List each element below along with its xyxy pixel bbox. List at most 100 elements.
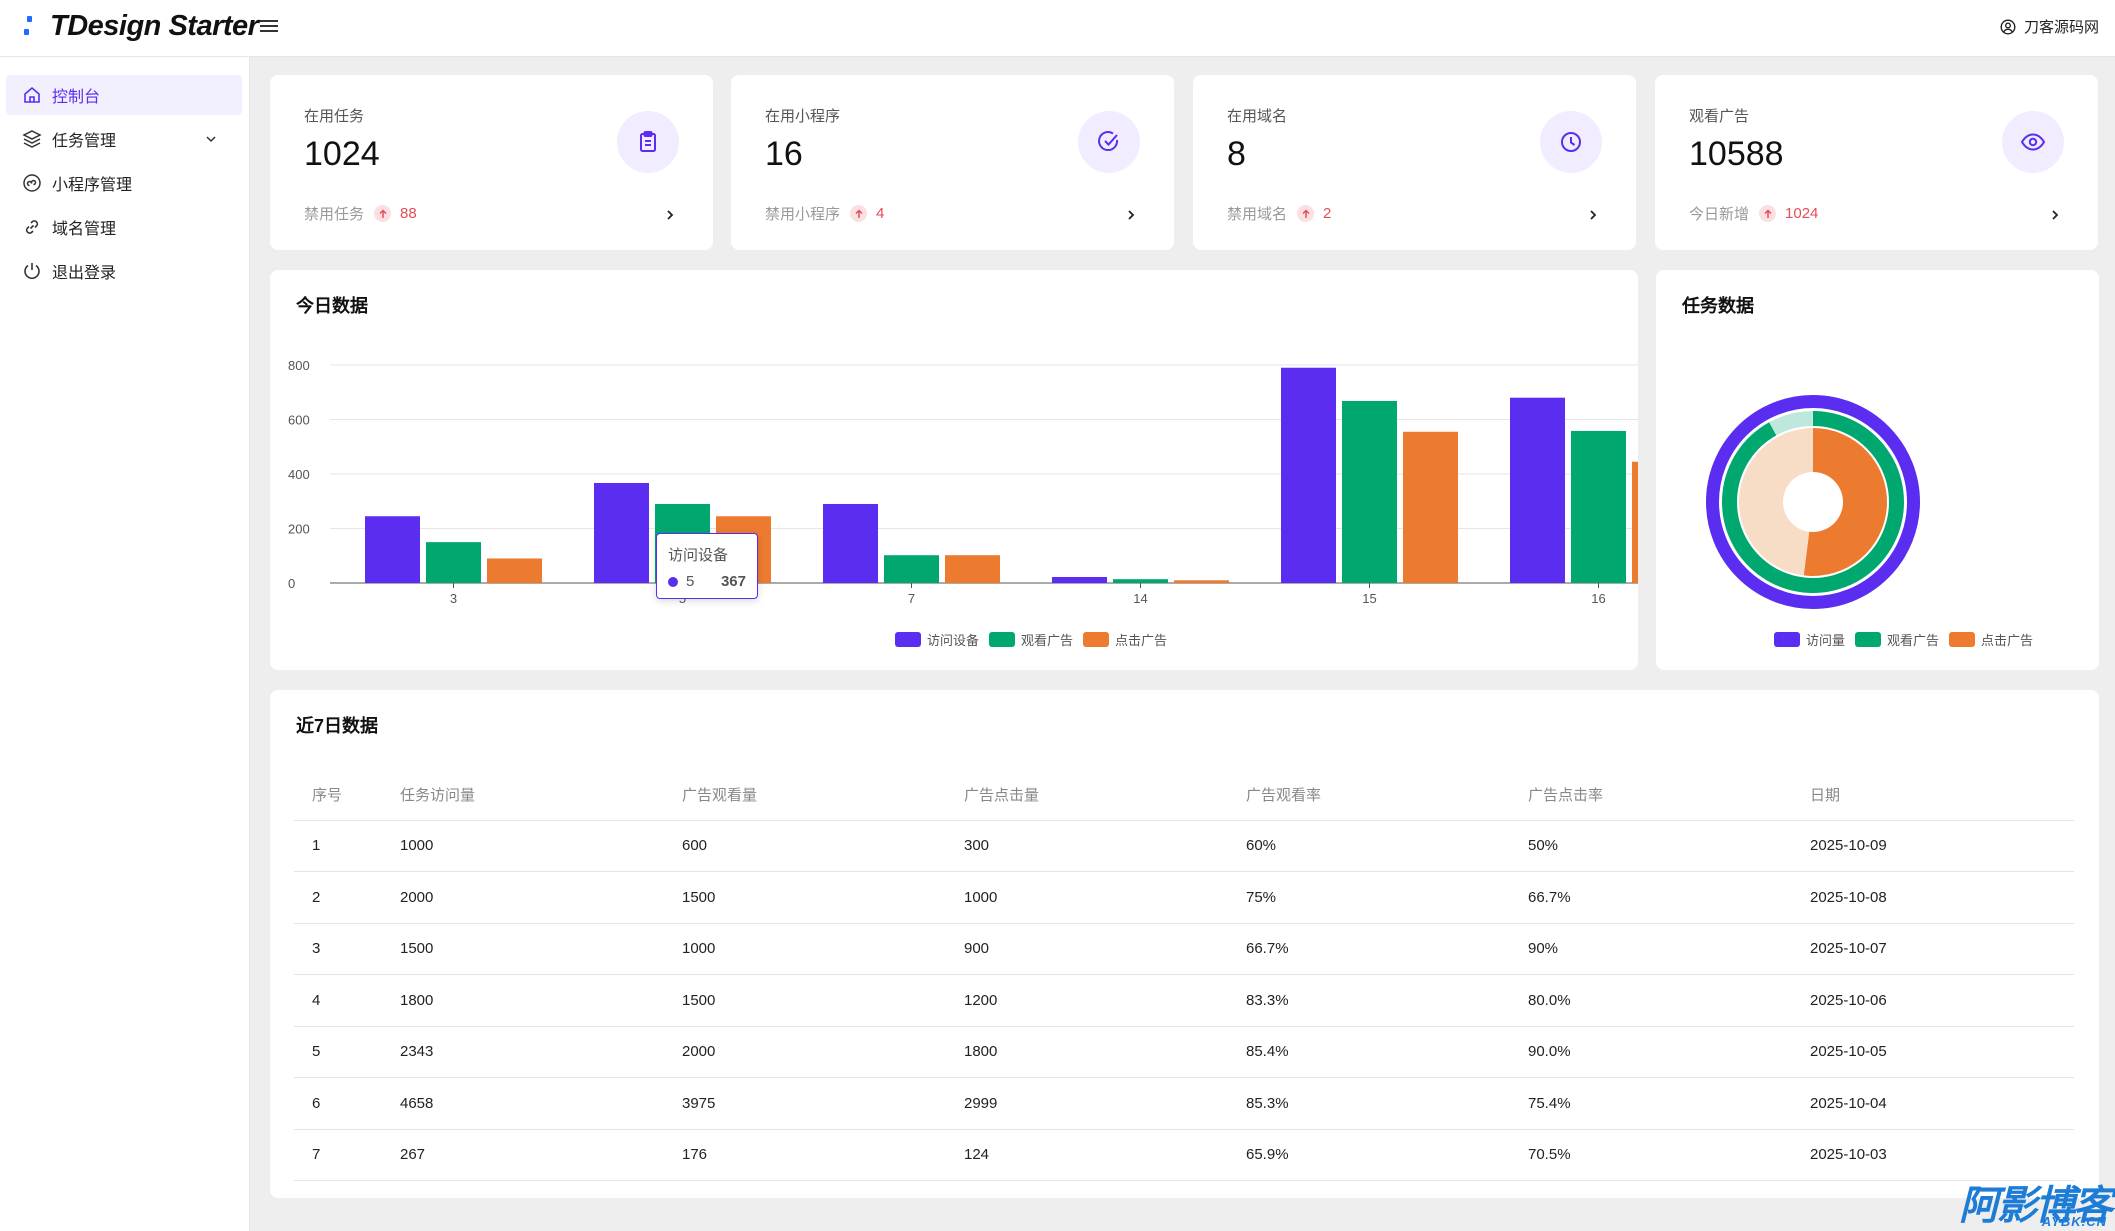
x-tick-label: 15 (1362, 591, 1376, 606)
legend-item[interactable]: 访问设备 (895, 630, 979, 649)
table-cell: 90% (1510, 923, 1792, 975)
chart-tooltip: 访问设备 5 367 (656, 533, 758, 599)
column-header: 广告观看量 (664, 770, 946, 821)
bar[interactable] (1403, 431, 1458, 583)
column-header: 任务访问量 (382, 770, 664, 821)
bar[interactable] (1113, 579, 1168, 583)
task-ring-chart (1706, 395, 1920, 609)
sidebar-item-label: 小程序管理 (52, 177, 133, 194)
bar[interactable] (1174, 580, 1229, 583)
sidebar-item-mini-programs[interactable]: 小程序管理 (6, 163, 242, 203)
table-row: 5 2343 2000 1800 85.4% 90.0% 2025-10-05 (294, 1026, 2074, 1078)
table-row: 1 1000 600 300 60% 50% 2025-10-09 (294, 820, 2074, 872)
table-cell: 900 (946, 923, 1228, 975)
legend-item[interactable]: 访问量 (1774, 630, 1845, 649)
legend-item[interactable]: 观看广告 (1855, 630, 1939, 649)
user-circle-icon (2000, 18, 2016, 35)
stat-foot: 禁用小程序 4 (765, 203, 884, 224)
stat-label: 在用小程序 (765, 108, 841, 125)
bar[interactable] (1281, 367, 1336, 583)
chevron-right-icon[interactable] (663, 208, 677, 222)
legend-label: 点击广告 (1981, 633, 2034, 648)
table-row: 4 1800 1500 1200 83.3% 80.0% 2025-10-06 (294, 974, 2074, 1027)
tooltip-category: 5 (686, 573, 695, 590)
bar[interactable] (1342, 400, 1397, 583)
stat-value: 8 (1227, 135, 1246, 173)
bar[interactable] (1510, 397, 1565, 583)
y-tick-label: 200 (288, 522, 310, 537)
sidebar-item-tasks[interactable]: 任务管理 (6, 119, 242, 159)
home-icon (24, 86, 40, 103)
table-cell: 267 (382, 1129, 664, 1181)
stat-label: 在用任务 (304, 108, 365, 125)
legend-label: 点击广告 (1115, 633, 1168, 648)
bar[interactable] (823, 503, 878, 583)
bar[interactable] (594, 482, 649, 583)
x-tick-label: 7 (908, 591, 915, 606)
table-cell: 66.7% (1510, 871, 1792, 924)
table-cell: 1800 (382, 974, 664, 1027)
sidebar-item-logout[interactable]: 退出登录 (6, 251, 242, 291)
table-cell: 1500 (382, 923, 664, 975)
ring-segment[interactable] (1803, 428, 1887, 576)
stat-foot-label: 今日新增 (1689, 206, 1750, 223)
legend-swatch (1855, 632, 1882, 647)
legend-swatch (1949, 632, 1976, 647)
table-cell: 3975 (664, 1077, 946, 1130)
stat-foot-label: 禁用任务 (304, 206, 365, 223)
table-cell: 1000 (382, 820, 664, 872)
legend-item[interactable]: 点击广告 (1083, 630, 1167, 649)
bar[interactable] (1052, 577, 1107, 583)
today-chart-legend: 访问设备 观看广告 点击广告 (895, 630, 1177, 649)
stat-card-mini-programs: 在用小程序 16 禁用小程序 4 (731, 75, 1174, 250)
bar[interactable] (945, 555, 1000, 583)
bar[interactable] (1632, 461, 1638, 583)
table-cell: 600 (664, 820, 946, 872)
bar[interactable] (884, 555, 939, 583)
stat-value: 1024 (304, 135, 380, 173)
table-cell: 1000 (946, 871, 1228, 924)
sidebar-item-dashboard[interactable]: 控制台 (6, 75, 242, 115)
logo-mark-icon (24, 12, 40, 42)
chevron-right-icon[interactable] (2048, 208, 2062, 222)
app-title: TDesign Starter (50, 10, 259, 42)
legend-label: 访问量 (1806, 633, 1846, 648)
stat-foot: 禁用任务 88 (304, 203, 417, 224)
legend-item[interactable]: 点击广告 (1949, 630, 2033, 649)
legend-swatch (1774, 632, 1800, 647)
table-cell: 60% (1228, 820, 1510, 872)
stat-label: 观看广告 (1689, 108, 1750, 125)
bar[interactable] (1571, 430, 1626, 583)
chevron-down-icon[interactable] (204, 132, 218, 146)
chevron-right-icon[interactable] (1124, 208, 1138, 222)
bar[interactable] (487, 558, 542, 583)
eye-icon (2002, 111, 2064, 173)
bar[interactable] (365, 516, 420, 583)
user-menu[interactable]: 刀客源码网 (2000, 16, 2099, 37)
menu-toggle-icon[interactable] (260, 17, 278, 35)
sidebar-item-domains[interactable]: 域名管理 (6, 207, 242, 247)
column-header: 序号 (294, 770, 382, 821)
table-cell: 1500 (664, 974, 946, 1027)
ring-segment[interactable] (1706, 395, 1920, 609)
ring-segment-rest (1739, 428, 1813, 576)
table-cell: 70.5% (1510, 1129, 1792, 1181)
clock-icon (1540, 111, 1602, 173)
stat-label: 在用域名 (1227, 108, 1288, 125)
weekly-data-table: 序号 任务访问量 广告观看量 广告点击量 广告观看率 广告点击率 日期 1 1000 600 30… (294, 770, 2074, 1181)
bar[interactable] (426, 542, 481, 583)
table-cell: 85.4% (1228, 1026, 1510, 1078)
clipboard-icon (617, 111, 679, 173)
card-title: 今日数据 (296, 296, 368, 316)
stat-card-domains: 在用域名 8 禁用域名 2 (1193, 75, 1636, 250)
table-cell: 2999 (946, 1077, 1228, 1130)
legend-item[interactable]: 观看广告 (989, 630, 1073, 649)
layers-icon (22, 130, 42, 148)
table-cell: 65.9% (1228, 1129, 1510, 1181)
table-row: 2 2000 1500 1000 75% 66.7% 2025-10-08 (294, 871, 2074, 924)
app-logo[interactable]: TDesign Starter (24, 10, 259, 43)
legend-label: 访问设备 (927, 633, 980, 648)
stat-foot-value: 4 (876, 205, 885, 222)
chevron-right-icon[interactable] (1586, 208, 1600, 222)
legend-swatch (989, 632, 1016, 647)
